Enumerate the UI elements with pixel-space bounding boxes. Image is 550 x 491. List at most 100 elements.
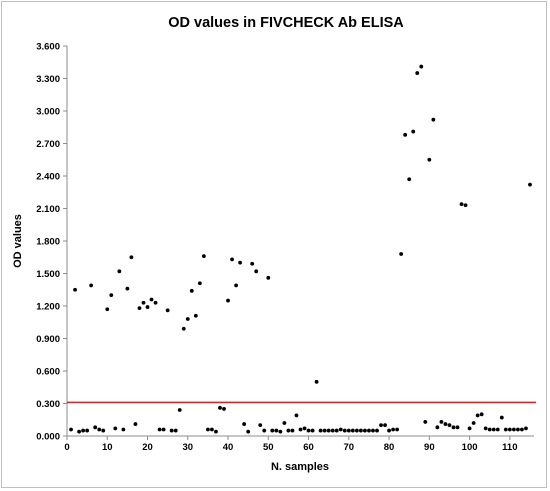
data-point (330, 428, 335, 433)
data-point (254, 269, 259, 274)
data-point (177, 408, 182, 412)
data-point (262, 428, 267, 433)
data-point (201, 254, 206, 259)
data-point (157, 427, 162, 432)
data-point (266, 275, 271, 280)
data-point (443, 422, 448, 426)
data-point (125, 286, 130, 291)
data-point (314, 379, 319, 384)
data-point (181, 326, 186, 331)
data-point (318, 428, 323, 433)
x-tick-label: 0 (64, 442, 69, 453)
y-tick-label: 2.400 (36, 172, 60, 183)
data-point (206, 427, 210, 432)
data-point (250, 261, 255, 266)
x-axis-label: N. samples (271, 461, 329, 473)
data-point (471, 421, 476, 425)
y-axis-label: OD values (12, 214, 24, 268)
data-point (524, 426, 528, 431)
x-axis-ticks: 0 10 20 30 40 50 60 70 80 90 100 110 (64, 436, 518, 453)
data-point (387, 428, 391, 433)
data-point (234, 283, 238, 288)
data-point (222, 407, 226, 411)
y-tick-label: 0.300 (36, 399, 60, 410)
x-tick-label: 110 (502, 442, 517, 453)
data-point (439, 420, 444, 424)
data-point (214, 429, 218, 434)
data-point (451, 425, 456, 430)
data-point (499, 415, 504, 420)
data-point (475, 413, 480, 418)
data-point (258, 423, 263, 428)
x-tick-label: 80 (384, 442, 395, 453)
data-point (491, 427, 496, 432)
data-point (218, 405, 222, 410)
data-point (407, 177, 412, 182)
data-point (278, 429, 283, 434)
y-tick-label: 1.800 (36, 237, 60, 248)
data-point (411, 129, 416, 134)
data-point (97, 427, 102, 432)
data-point (515, 427, 520, 432)
data-point (511, 427, 516, 432)
data-point (334, 428, 339, 433)
data-point (322, 428, 327, 433)
y-tick-label: 3.000 (36, 107, 60, 118)
data-point (487, 427, 492, 432)
data-point (153, 300, 158, 305)
data-point (137, 306, 142, 311)
data-point (105, 307, 110, 312)
data-point (415, 71, 420, 75)
data-point (246, 429, 251, 434)
y-axis-ticks: 0.000 0.300 0.600 0.900 1.200 1.500 1.800 2.100… (36, 42, 67, 443)
x-tick-label: 10 (102, 442, 113, 453)
data-point (286, 428, 291, 433)
data-point (109, 293, 114, 298)
data-point (238, 260, 243, 265)
data-point (479, 412, 484, 417)
data-point (290, 428, 295, 433)
data-point (403, 132, 408, 137)
data-point (427, 157, 432, 162)
data-point (169, 428, 174, 433)
data-point (117, 269, 122, 274)
y-tick-label: 0.000 (36, 432, 60, 443)
data-point (338, 427, 343, 432)
data-point (101, 428, 106, 433)
data-point (395, 427, 400, 432)
x-tick-label: 50 (263, 442, 274, 453)
data-point (73, 287, 77, 292)
data-point (350, 428, 355, 433)
data-point (89, 283, 94, 288)
data-point (69, 427, 73, 432)
data-point (298, 427, 303, 432)
data-point (294, 413, 299, 418)
data-point (483, 426, 488, 431)
data-point (507, 427, 512, 432)
data-point (528, 182, 532, 187)
data-point (495, 427, 500, 432)
data-point (270, 428, 275, 433)
data-point (145, 305, 150, 309)
y-tick-label: 0.900 (36, 334, 60, 345)
data-point (383, 423, 387, 428)
data-point (121, 427, 126, 432)
data-point (363, 428, 367, 433)
data-point (189, 288, 194, 293)
chart-title: OD values in FIVCHECK Ab ELISA (168, 15, 404, 31)
data-point (141, 300, 146, 305)
data-points (69, 64, 532, 434)
data-point (419, 64, 424, 69)
data-point (431, 117, 436, 122)
x-tick-label: 90 (424, 442, 435, 453)
data-point (282, 421, 287, 425)
data-point (210, 427, 214, 432)
y-tick-label: 2.100 (36, 204, 60, 215)
data-point (173, 428, 178, 433)
data-point (423, 420, 428, 424)
data-point (367, 428, 371, 433)
data-point (161, 427, 166, 432)
data-point (93, 425, 98, 430)
data-point (274, 428, 279, 433)
